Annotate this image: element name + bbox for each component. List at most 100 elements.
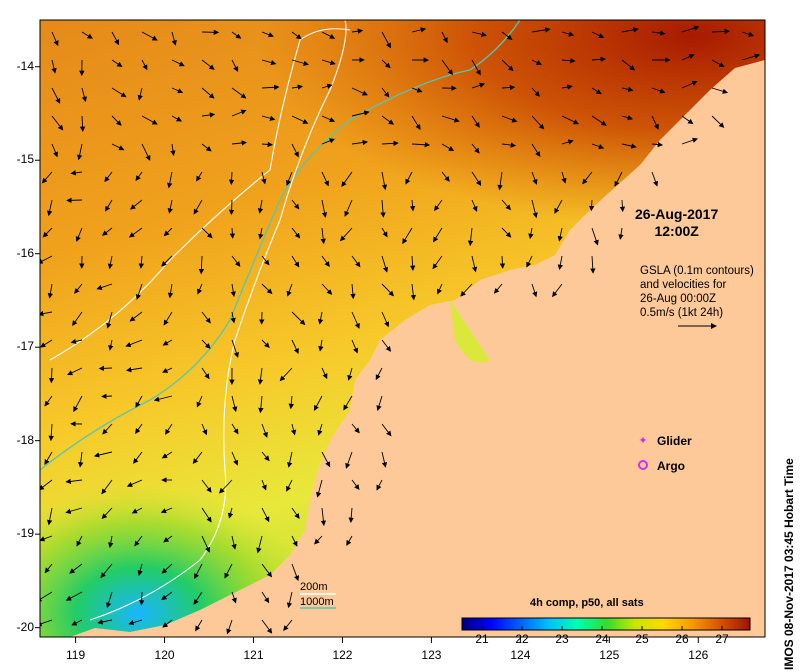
velocity-arrow — [343, 395, 353, 411]
velocity-arrow — [681, 115, 694, 125]
velocity-arrow — [501, 142, 517, 148]
velocity-arrow — [283, 619, 293, 632]
lat-tick-marks — [35, 66, 40, 629]
velocity-arrow — [493, 283, 503, 294]
velocity-arrow — [261, 423, 268, 438]
velocity-arrow — [161, 451, 173, 459]
velocity-arrow — [741, 31, 755, 37]
velocity-arrow — [201, 423, 208, 436]
velocity-arrow — [231, 31, 242, 39]
velocity-arrow — [651, 141, 664, 148]
velocity-arrow — [471, 199, 478, 212]
velocity-arrow — [434, 199, 443, 212]
velocity-arrow — [501, 59, 514, 72]
velocity-arrow — [619, 199, 626, 213]
velocity-arrow — [346, 535, 353, 546]
velocity-arrow — [411, 27, 427, 33]
velocity-arrow — [69, 563, 83, 574]
velocity-arrow — [381, 59, 391, 69]
velocity-arrow — [381, 171, 388, 191]
velocity-arrow — [171, 115, 182, 122]
velocity-arrow — [131, 507, 143, 514]
velocity-arrow — [433, 227, 443, 243]
velocity-arrow — [286, 283, 293, 297]
velocity-arrow — [196, 395, 203, 408]
velocity-arrow — [499, 255, 506, 269]
velocity-arrow — [167, 171, 173, 189]
velocity-arrow — [681, 80, 698, 89]
velocity-arrow — [194, 563, 203, 580]
velocity-arrow — [531, 59, 542, 65]
velocity-arrow — [402, 227, 413, 245]
velocity-arrow — [321, 31, 336, 39]
velocity-arrow — [75, 227, 83, 242]
velocity-arrow — [554, 199, 563, 214]
velocity-arrow — [70, 338, 83, 345]
velocity-arrow — [344, 199, 353, 217]
velocity-arrow — [501, 227, 512, 238]
lat-tick-label: -18 — [16, 432, 34, 447]
velocity-arrow — [135, 395, 143, 408]
velocity-arrow — [201, 112, 216, 118]
velocity-arrow — [261, 507, 270, 523]
velocity-arrow — [81, 87, 87, 103]
velocity-arrow — [77, 451, 84, 468]
lat-tick-label: -19 — [16, 526, 34, 541]
gsla-line2: and velocities for — [640, 279, 727, 291]
velocity-arrow — [125, 339, 143, 348]
isobath-200m-north — [49, 28, 351, 361]
map-border — [39, 19, 766, 638]
velocity-arrow — [381, 87, 390, 98]
velocity-arrow — [591, 56, 606, 62]
isobath-200m — [89, 20, 347, 621]
colorbar-tick-label: 22 — [515, 632, 529, 646]
velocity-arrow — [531, 171, 538, 185]
velocity-arrow — [318, 339, 324, 352]
velocity-arrow — [70, 170, 83, 176]
velocity-arrow — [96, 283, 113, 291]
velocity-arrow — [51, 59, 57, 74]
velocity-arrow — [501, 84, 516, 91]
velocity-arrow — [165, 423, 173, 435]
velocity-arrow — [218, 479, 233, 494]
velocity-arrow — [66, 197, 83, 204]
date-line2: 12:00Z — [654, 223, 699, 239]
lat-tick-label: -14 — [16, 58, 34, 73]
velocity-arrow — [261, 141, 273, 148]
velocity-arrow — [111, 87, 127, 98]
velocity-arrow — [471, 255, 478, 273]
velocity-arrow — [261, 283, 273, 295]
argo-marker-icon — [638, 460, 648, 470]
argo-legend-label: Argo — [657, 459, 685, 473]
velocity-arrow — [224, 563, 233, 579]
velocity-arrow — [441, 143, 455, 152]
velocity-arrow — [321, 59, 336, 66]
velocity-arrow — [561, 31, 575, 37]
velocity-arrow — [375, 367, 383, 381]
velocity-arrow — [197, 283, 203, 295]
velocity-arrow — [471, 59, 481, 76]
velocity-arrow — [126, 367, 143, 373]
colorbar-tick-label: 25 — [635, 632, 649, 646]
velocity-arrow — [137, 563, 143, 576]
velocity-arrow — [42, 227, 53, 238]
velocity-arrow — [528, 227, 534, 240]
velocity-arrow — [44, 451, 53, 465]
velocity-arrow — [350, 283, 356, 300]
velocity-arrow — [71, 619, 83, 626]
velocity-arrow — [51, 87, 61, 104]
velocity-arrow — [171, 87, 184, 94]
velocity-arrow — [531, 143, 541, 158]
velocity-arrow — [261, 591, 270, 604]
velocity-arrow — [40, 479, 53, 491]
velocity-arrow — [321, 255, 330, 268]
velocity-arrow — [231, 451, 239, 466]
velocity-arrow — [101, 479, 113, 495]
velocity-arrow — [44, 563, 53, 574]
velocity-arrow — [411, 142, 431, 148]
lat-tick-label: -20 — [16, 619, 34, 634]
credit-text: IMOS 08-Nov-2017 03:45 Hobart Time — [782, 458, 796, 670]
lon-tick-label: 120 — [154, 648, 175, 662]
colorbar-tick-label: 27 — [715, 632, 729, 646]
velocity-arrow — [621, 86, 634, 92]
